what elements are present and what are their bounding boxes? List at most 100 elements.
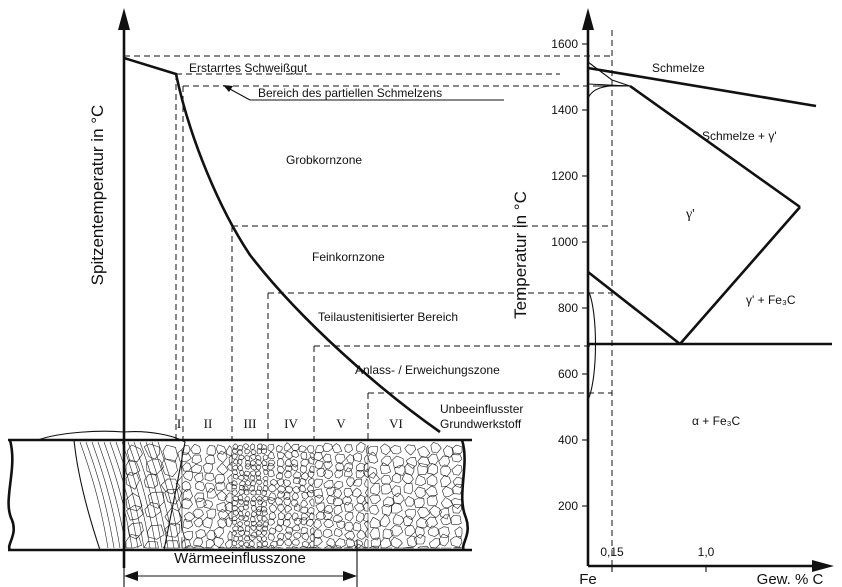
right-y-axis-title: Temperatur in °C xyxy=(511,191,530,319)
grain xyxy=(243,443,250,450)
grain xyxy=(417,507,431,518)
grain xyxy=(236,445,244,452)
grain xyxy=(225,445,233,457)
grain xyxy=(334,469,344,479)
grain xyxy=(368,472,380,484)
plate-left-break xyxy=(7,439,15,551)
grain xyxy=(263,469,269,475)
grain xyxy=(255,530,263,536)
grain xyxy=(182,518,194,530)
right-y-ticks: 200 400 600 800 1000 1200 1400 1600 xyxy=(551,37,588,513)
label-tempering: Anlass- / Erweichungszone xyxy=(355,363,500,377)
grain xyxy=(231,540,238,546)
label-coarse-grain: Grobkornzone xyxy=(286,153,362,167)
grain xyxy=(267,443,275,452)
grain xyxy=(369,527,381,541)
grain xyxy=(206,508,217,519)
grain xyxy=(417,445,431,458)
zone-numbers: I II III IV V VI xyxy=(177,416,403,431)
grain xyxy=(237,464,243,472)
grain xyxy=(402,547,414,549)
grain xyxy=(232,473,239,480)
grain xyxy=(180,518,183,533)
grain xyxy=(237,521,243,527)
grain xyxy=(356,529,367,540)
grain xyxy=(392,514,405,526)
grain xyxy=(331,443,343,453)
grain xyxy=(300,526,308,535)
grain xyxy=(255,475,262,481)
grain xyxy=(430,441,442,454)
grain xyxy=(125,459,141,476)
grain xyxy=(309,527,315,536)
grain xyxy=(450,515,462,526)
grain xyxy=(427,463,439,475)
left-y-axis-title: Spitzentemperatur in °C xyxy=(88,105,107,286)
grain xyxy=(356,441,366,453)
grain xyxy=(308,478,315,487)
grain xyxy=(332,515,344,524)
grain xyxy=(147,524,165,540)
grain xyxy=(243,499,250,506)
grain xyxy=(216,450,228,464)
grain xyxy=(250,480,256,487)
grain xyxy=(126,444,143,462)
grain xyxy=(291,491,299,501)
grain xyxy=(362,501,369,512)
grain xyxy=(237,526,244,533)
grain xyxy=(291,546,299,549)
grain xyxy=(277,485,286,494)
grain xyxy=(299,465,308,474)
grain xyxy=(203,499,214,509)
grain xyxy=(237,474,245,481)
grain xyxy=(267,459,276,467)
grain xyxy=(262,475,269,482)
grain xyxy=(249,534,256,541)
grain xyxy=(299,545,309,549)
grain xyxy=(313,536,323,546)
grain xyxy=(335,461,345,472)
grain xyxy=(194,492,204,503)
weld-columnar-grain xyxy=(157,441,187,549)
grain xyxy=(427,525,439,537)
grain xyxy=(417,545,430,549)
grain xyxy=(216,501,228,513)
label-partial-melting: Bereich des partiellen Schmelzens xyxy=(258,86,442,100)
grain xyxy=(355,511,365,523)
grain xyxy=(300,506,309,514)
grain xyxy=(183,545,195,549)
grain xyxy=(308,498,315,507)
grain xyxy=(202,462,214,474)
grain xyxy=(405,456,418,469)
weld-columnar-grain xyxy=(109,441,139,549)
grain xyxy=(308,540,315,548)
grain xyxy=(292,476,301,485)
grain xyxy=(261,515,268,522)
grain xyxy=(195,481,206,492)
plate-right-break xyxy=(460,439,469,551)
grain xyxy=(232,443,239,450)
grain xyxy=(291,486,301,494)
grain xyxy=(262,454,269,461)
grain xyxy=(369,494,381,505)
grain xyxy=(313,529,323,539)
grain xyxy=(313,451,324,461)
grain xyxy=(231,519,238,526)
grain xyxy=(249,443,256,450)
grain xyxy=(356,494,366,505)
grain xyxy=(343,547,354,549)
grain xyxy=(427,453,439,465)
grain xyxy=(323,480,334,490)
grain xyxy=(333,505,343,515)
grain xyxy=(249,460,257,467)
grain xyxy=(343,487,354,498)
weld-columnar-grain xyxy=(121,441,151,549)
grain xyxy=(345,537,356,548)
grain xyxy=(243,489,250,496)
grain xyxy=(298,517,308,526)
weld-columnar-grain xyxy=(139,441,169,549)
grain xyxy=(237,494,244,502)
grain xyxy=(261,448,267,455)
grain xyxy=(342,496,353,506)
grain xyxy=(263,480,269,487)
